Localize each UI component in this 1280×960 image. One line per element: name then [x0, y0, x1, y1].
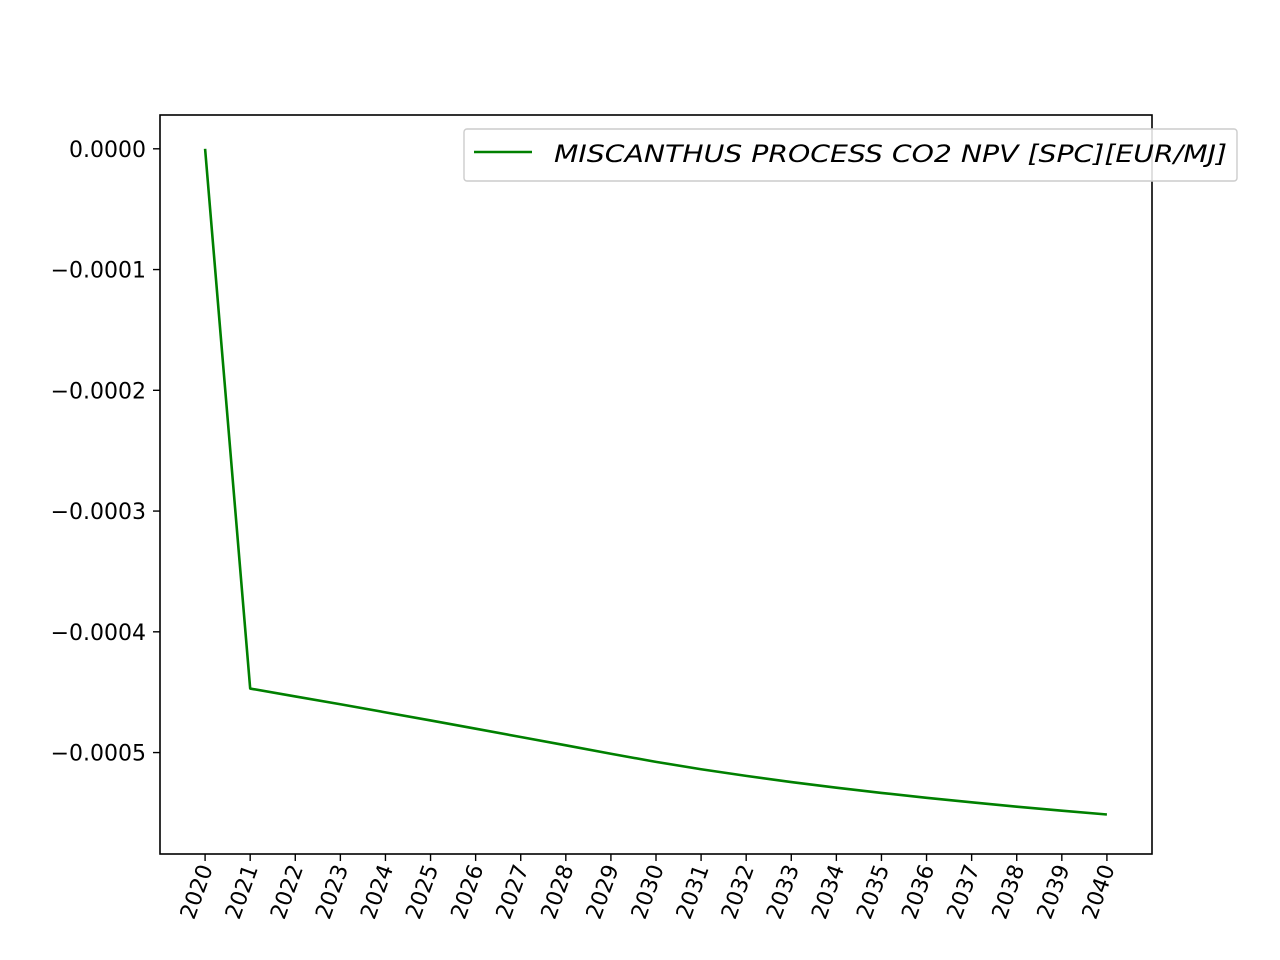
y-axis: 0.0000 −0.0001 −0.0002 −0.0003 −0.0004 −0.000…	[51, 138, 160, 767]
y-tick-label: −0.0002	[51, 379, 146, 404]
legend-label: MISCANTHUS PROCESS CO2 NPV [SPC][EUR/MJ]	[554, 140, 1227, 168]
legend-box	[463, 128, 1238, 182]
y-tick-label: −0.0001	[51, 259, 146, 284]
y-tick-label: −0.0003	[51, 500, 146, 525]
legend: MISCANTHUS PROCESS CO2 NPV [SPC][EUR/MJ]	[463, 128, 1238, 182]
series-line-0	[203, 148, 1108, 816]
y-tick-label: 0.0000	[69, 138, 146, 163]
y-tick-label: −0.0004	[51, 621, 146, 646]
y-tick-label: −0.0005	[51, 742, 146, 767]
